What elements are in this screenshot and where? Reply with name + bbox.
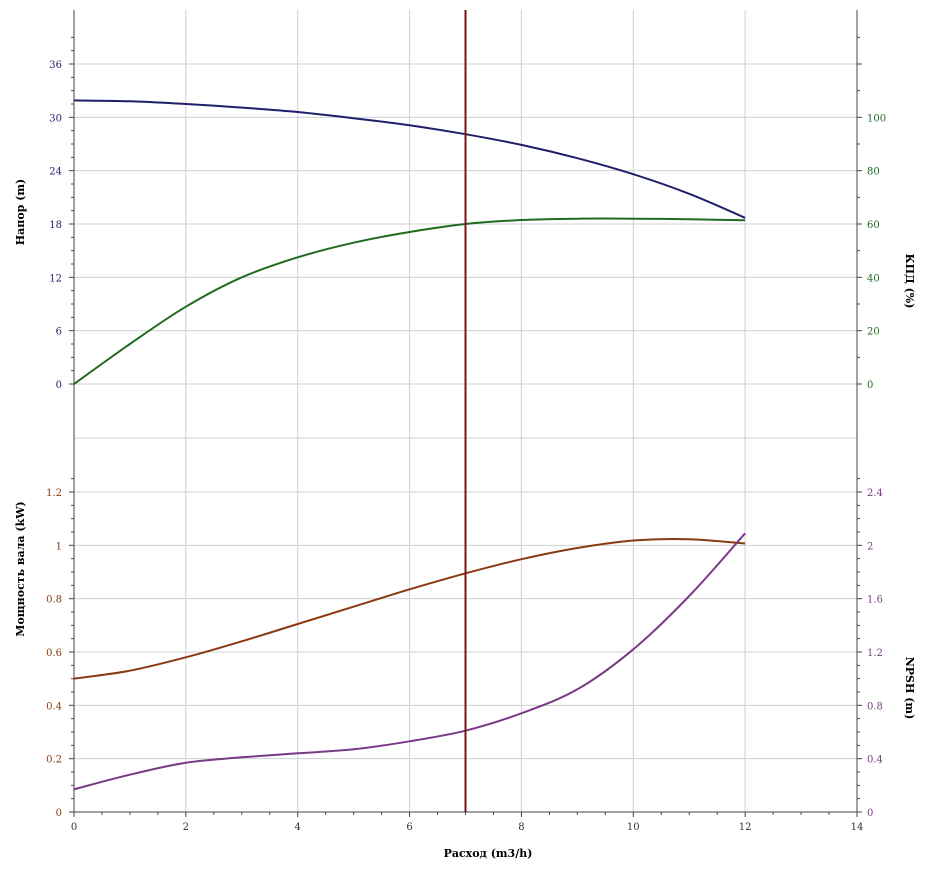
bottom-right-tick-label: 0 — [867, 808, 873, 819]
shaft-power-curve — [73, 537, 746, 680]
bottom-right-tick-label: 0.8 — [867, 701, 883, 712]
x-tick-label: 0 — [71, 822, 77, 833]
top-left-tick-label: 24 — [49, 167, 62, 178]
top-right-tick-label: 40 — [867, 273, 880, 284]
x-tick-label: 8 — [518, 822, 524, 833]
top-left-tick-label: 36 — [49, 60, 62, 71]
x-axis-label: Расход (m3/h) — [444, 847, 533, 860]
top-left-axis-label: Напор (m) — [14, 179, 27, 245]
x-tick-label: 4 — [295, 822, 301, 833]
top-left-tick-label: 30 — [49, 113, 62, 124]
bottom-right-tick-label: 1.6 — [867, 595, 883, 606]
bottom-left-tick-label: 0.8 — [46, 595, 62, 606]
bottom-right-tick-label: 2.4 — [867, 488, 883, 499]
efficiency-curve — [73, 217, 746, 385]
bottom-left-tick-label: 1 — [56, 541, 62, 552]
data-series — [73, 10, 746, 812]
top-right-tick-label: 20 — [867, 327, 880, 338]
bottom-right-axis-label: NPSH (m) — [903, 657, 916, 720]
bottom-left-tick-label: 1.2 — [46, 488, 62, 499]
bottom-left-axis-label: Мощность вала (kW) — [14, 501, 27, 636]
bottom-left-tick-label: 0.4 — [46, 701, 62, 712]
x-tick-label: 2 — [183, 822, 189, 833]
x-tick-label: 6 — [406, 822, 412, 833]
npsh-curve — [73, 532, 746, 791]
top-left-tick-label: 18 — [49, 220, 62, 231]
bottom-left-tick-label: 0.6 — [46, 648, 62, 659]
top-left-tick-label: 12 — [49, 273, 62, 284]
bottom-right-tick-label: 2 — [867, 541, 873, 552]
head-curve — [73, 99, 746, 219]
bottom-left-tick-label: 0.2 — [46, 755, 62, 766]
top-right-tick-label: 0 — [867, 380, 873, 391]
top-left-tick-label: 6 — [56, 327, 62, 338]
bottom-right-tick-label: 1.2 — [867, 648, 883, 659]
top-right-tick-label: 80 — [867, 167, 880, 178]
top-right-tick-label: 60 — [867, 220, 880, 231]
top-right-axis-label: КПД (%) — [903, 254, 916, 309]
bottom-left-tick-label: 0 — [56, 808, 62, 819]
top-left-tick-label: 0 — [56, 380, 62, 391]
x-tick-label: 10 — [627, 822, 640, 833]
tick-labels: 0 2 4 6 8 10 12 1406121824303602040608010000.20… — [46, 60, 886, 833]
bottom-right-tick-label: 0.4 — [867, 755, 883, 766]
x-tick-label: 14 — [851, 822, 864, 833]
x-tick-label: 12 — [739, 822, 752, 833]
top-right-tick-label: 100 — [867, 113, 886, 124]
